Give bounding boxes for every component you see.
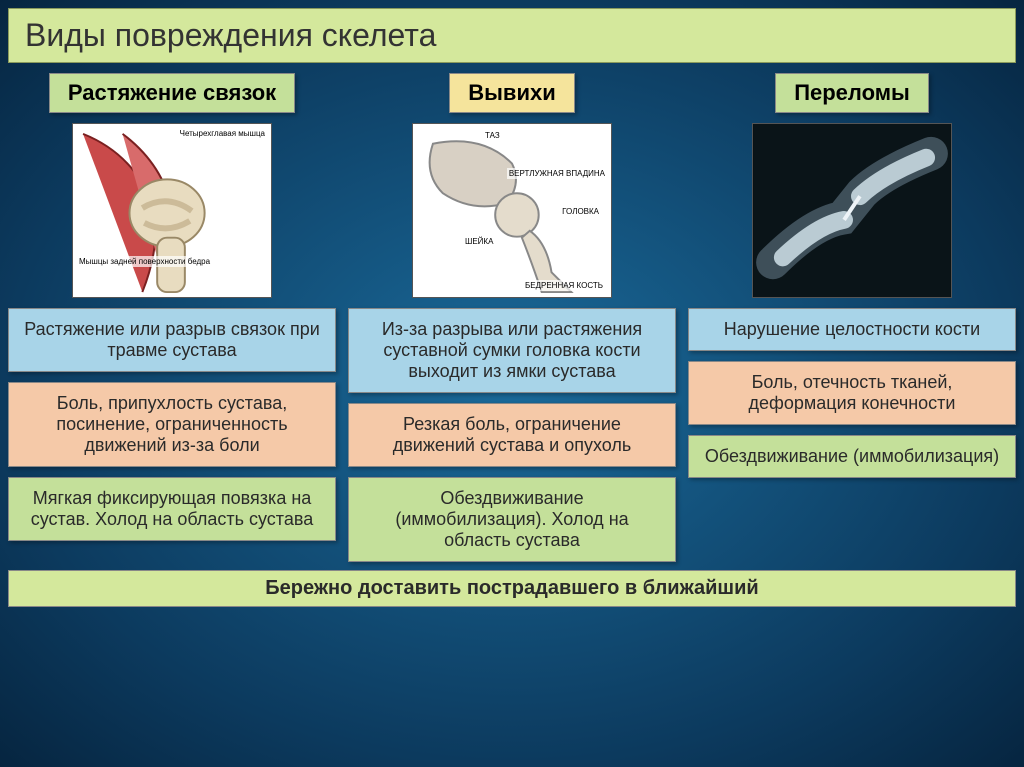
column-fracture: Переломы Нарушение целостности кости Бол… — [688, 73, 1016, 562]
knee-illustration — [73, 124, 271, 297]
header-fracture: Переломы — [775, 73, 929, 113]
label-hamstring: Мышцы задней поверхности бедра — [77, 256, 212, 267]
image-sprain: Четырехглавая мышца Мышцы задней поверхн… — [72, 123, 272, 298]
label-pelvis: ТАЗ — [483, 130, 502, 141]
image-fracture — [752, 123, 952, 298]
column-sprain: Растяжение связок Четырехглавая мышца Мы… — [8, 73, 336, 562]
column-dislocation: Вывихи ТАЗ ВЕРТЛУЖНАЯ ВПАДИНА ГОЛОВКА ШЕ… — [348, 73, 676, 562]
symptoms-sprain: Боль, припухлость сустава, посинение, ог… — [8, 382, 336, 467]
aid-sprain: Мягкая фиксирующая повязка на сустав. Хо… — [8, 477, 336, 541]
label-quad: Четырехглавая мышца — [178, 128, 267, 139]
label-neck: ШЕЙКА — [463, 236, 495, 247]
aid-fracture: Обездвиживание (иммобилизация) — [688, 435, 1016, 478]
label-head: ГОЛОВКА — [560, 206, 601, 217]
definition-fracture: Нарушение целостности кости — [688, 308, 1016, 351]
header-sprain: Растяжение связок — [49, 73, 295, 113]
xray-illustration — [753, 124, 951, 297]
definition-dislocation: Из-за разрыва или растяжения суставной с… — [348, 308, 676, 393]
symptoms-dislocation: Резкая боль, ограничение движений сустав… — [348, 403, 676, 467]
definition-sprain: Растяжение или разрыв связок при травме … — [8, 308, 336, 372]
label-femur: БЕДРЕННАЯ КОСТЬ — [523, 280, 605, 291]
columns-container: Растяжение связок Четырехглавая мышца Мы… — [8, 73, 1016, 562]
page-title: Виды повреждения скелета — [8, 8, 1016, 63]
aid-dislocation: Обездвиживание (иммобилизация). Холод на… — [348, 477, 676, 562]
header-dislocation: Вывихи — [449, 73, 574, 113]
footer-note: Бережно доставить пострадавшего в ближай… — [8, 570, 1016, 607]
label-acetabulum: ВЕРТЛУЖНАЯ ВПАДИНА — [507, 168, 607, 179]
symptoms-fracture: Боль, отечность тканей, деформация конеч… — [688, 361, 1016, 425]
image-dislocation: ТАЗ ВЕРТЛУЖНАЯ ВПАДИНА ГОЛОВКА ШЕЙКА БЕД… — [412, 123, 612, 298]
